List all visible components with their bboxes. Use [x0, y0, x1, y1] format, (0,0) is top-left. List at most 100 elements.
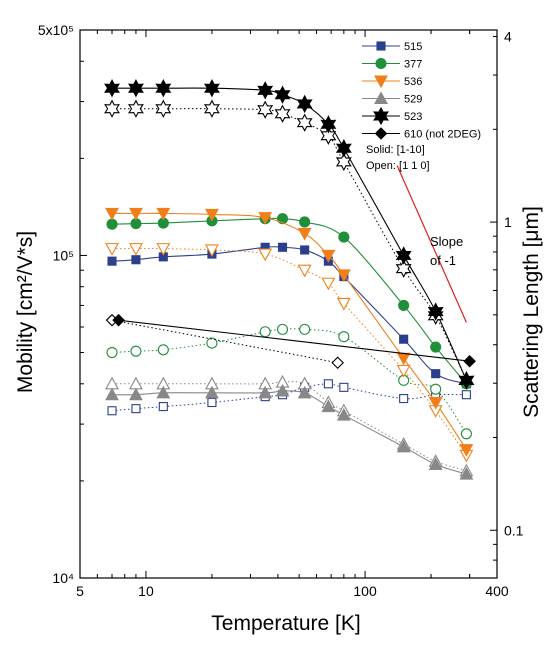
data-point-529-solid: [428, 457, 443, 470]
data-point-523-solid: [127, 79, 144, 98]
data-point-523-solid: [395, 246, 412, 265]
data-point-529-solid: [156, 385, 171, 399]
data-point-529-solid: [204, 385, 219, 399]
series-610: [105, 313, 476, 369]
slope-reference-line: [396, 165, 467, 323]
legend-item-523: 523: [362, 106, 422, 126]
plot-border: [79, 29, 498, 579]
data-point-536-solid: [459, 444, 474, 457]
data-point-523-open: [296, 113, 313, 132]
data-point-515-solid: [107, 256, 117, 266]
data-point-536-open: [156, 243, 171, 256]
legend-label-377: 377: [404, 59, 422, 71]
legend-label-515: 515: [404, 41, 422, 53]
data-point-515-open: [399, 394, 409, 404]
data-point-523-open: [395, 259, 412, 278]
data-point-536-solid: [297, 227, 312, 241]
y2-tick-label: 1: [504, 214, 512, 230]
series-layer: [104, 79, 476, 480]
legend-marker-523: [373, 106, 389, 126]
data-point-523-open: [335, 152, 352, 172]
y-axis-right: 0.1 1 4: [490, 29, 524, 579]
data-point-523-open: [320, 126, 337, 145]
legend: 515 377 536 529 523 610 (not 2DEG) Solid: [1-1…: [362, 41, 481, 172]
data-point-536-solid: [129, 207, 143, 221]
y-axis-right-title: Scattering Length [μm]: [520, 206, 543, 418]
legend-marker-536: [374, 75, 388, 89]
data-point-523-solid: [104, 79, 120, 98]
data-point-529-solid: [275, 383, 290, 397]
data-point-536-open: [297, 264, 312, 278]
data-point-536-solid: [396, 352, 411, 366]
data-point-529-solid: [258, 385, 273, 399]
data-point-523-solid: [257, 81, 274, 100]
data-point-515-solid: [399, 334, 409, 344]
data-point-610-open: [331, 356, 344, 369]
legend-label-523: 523: [404, 111, 422, 123]
data-point-377-open: [130, 345, 142, 357]
data-point-377-open: [259, 326, 271, 338]
data-point-610-solid: [112, 313, 125, 327]
data-point-529-open: [105, 376, 119, 390]
data-point-523-open: [155, 99, 172, 118]
series-529: [105, 374, 474, 480]
plot-frame: [79, 29, 498, 579]
data-point-536-solid: [204, 208, 219, 222]
data-point-515-solid: [300, 245, 310, 255]
data-point-536-open: [336, 297, 351, 311]
data-point-377-open: [299, 323, 311, 335]
data-point-536-open: [204, 244, 219, 258]
data-point-529-solid: [459, 466, 474, 480]
data-point-523-open: [104, 99, 120, 118]
legend-label-529: 529: [404, 94, 422, 106]
data-point-529-solid: [297, 385, 312, 399]
x-tick-label: 100: [353, 583, 377, 599]
data-point-515-solid: [277, 242, 288, 252]
data-point-515-open: [207, 397, 217, 408]
data-point-515-solid: [431, 369, 441, 379]
data-point-377-open: [276, 323, 289, 335]
data-point-536-solid: [321, 249, 336, 263]
data-point-515-open: [107, 406, 117, 416]
data-point-536-open: [129, 243, 143, 256]
data-point-523-solid: [335, 139, 352, 158]
data-point-377-solid: [430, 341, 442, 353]
data-point-529-solid: [321, 399, 336, 413]
legend-label-610: 610 (not 2DEG): [404, 129, 481, 141]
data-point-529-open: [129, 376, 143, 390]
data-point-523-solid: [427, 302, 444, 321]
y-tick-label: 10⁴: [52, 570, 74, 586]
slope-annotation-line1: Slope: [430, 234, 463, 249]
legend-marker-529: [374, 91, 388, 105]
data-point-377-solid: [338, 231, 350, 243]
data-point-377-open: [206, 337, 218, 349]
legend-marker-377: [375, 57, 387, 70]
data-point-515-solid: [131, 255, 141, 265]
y2-tick-label: 4: [504, 29, 512, 45]
data-point-536-open: [105, 243, 119, 256]
legend-item-536: 536: [362, 75, 422, 89]
legend-label-536: 536: [404, 76, 422, 88]
data-point-377-open: [106, 346, 118, 359]
legend-note: Open: [1 1 0]: [366, 160, 430, 172]
series-377: [106, 213, 472, 440]
data-point-529-solid: [129, 387, 143, 401]
data-point-523-open: [274, 104, 291, 123]
series-536: [105, 207, 474, 463]
data-point-536-open: [321, 277, 336, 291]
data-point-536-solid: [336, 269, 351, 283]
data-point-529-solid: [336, 407, 351, 421]
series-610-solid-line: [118, 319, 470, 362]
legend-item-529: 529: [362, 91, 422, 106]
legend-note: Solid: [1-10]: [366, 144, 425, 156]
data-point-523-solid: [274, 85, 291, 104]
x-axis-title: Temperature [K]: [211, 612, 360, 635]
y-axis-left-title: Mobility [cm²/V*s]: [14, 231, 37, 393]
slope-annotation-line2: of -1: [430, 253, 456, 268]
x-tick-label: 10: [138, 583, 154, 599]
data-point-523-solid: [155, 79, 172, 98]
y-axis-left: 10⁴ 10⁵ 5x10⁵: [38, 22, 87, 586]
data-point-523-solid: [296, 94, 313, 114]
data-point-377-solid: [299, 216, 311, 228]
